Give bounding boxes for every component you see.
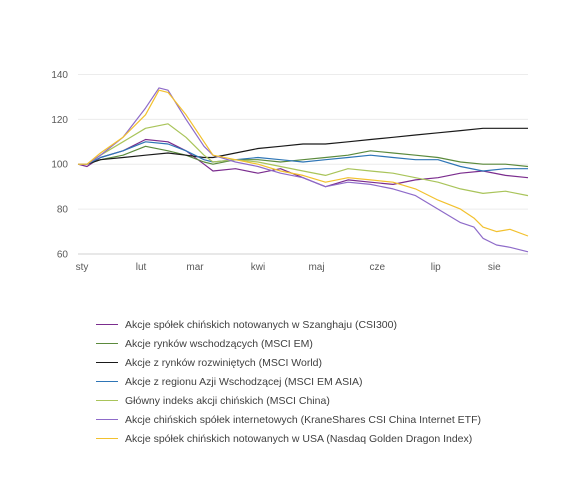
gridlines xyxy=(78,73,528,255)
legend-item: Akcje spółek chińskich notowanych w Szan… xyxy=(96,315,481,334)
legend-label: Akcje z regionu Azji Wschodzącej (MSCI E… xyxy=(125,375,363,388)
x-tick-label: maj xyxy=(308,262,324,273)
legend-item: Akcje spółek chińskich notowanych w USA … xyxy=(96,429,481,448)
legend-swatch xyxy=(96,362,118,363)
line-chart: 60 80 100 120 140 sty lut mar kwi maj cze lip sie xyxy=(51,70,529,273)
legend-label: Akcje spółek chińskich notowanych w USA … xyxy=(125,432,473,445)
legend-item: Akcje z rynków rozwiniętych (MSCI World) xyxy=(96,353,481,372)
legend-label: Główny indeks akcji chińskich (MSCI Chin… xyxy=(125,394,330,407)
y-tick-label: 100 xyxy=(51,160,68,171)
legend-label: Akcje z rynków rozwiniętych (MSCI World) xyxy=(125,356,323,369)
series-lines xyxy=(77,87,529,253)
legend-item: Akcje rynków wschodzących (MSCI EM) xyxy=(96,334,481,353)
x-tick-label: lip xyxy=(431,262,441,273)
y-axis-ticks: 60 80 100 120 140 xyxy=(51,70,68,261)
series-line-1 xyxy=(78,145,529,168)
x-axis-ticks: sty lut mar kwi maj cze lip sie xyxy=(76,262,501,273)
x-tick-label: mar xyxy=(186,262,204,273)
legend-label: Akcje rynków wschodzących (MSCI EM) xyxy=(125,337,313,350)
legend-label: Akcje spółek chińskich notowanych w Szan… xyxy=(125,318,397,331)
legend-swatch xyxy=(96,343,118,344)
x-tick-label: sie xyxy=(488,262,501,273)
series-line-6 xyxy=(78,89,529,237)
series-line-2 xyxy=(78,127,528,165)
legend-swatch xyxy=(96,381,118,382)
legend-item: Akcje chińskich spółek internetowych (Kr… xyxy=(96,410,481,429)
x-tick-label: sty xyxy=(76,262,89,273)
series-line-3 xyxy=(78,141,528,172)
series-line-5 xyxy=(78,87,529,253)
legend-swatch xyxy=(96,400,118,401)
legend-swatch xyxy=(96,419,118,420)
y-tick-label: 140 xyxy=(51,70,68,81)
legend-swatch xyxy=(96,438,118,439)
chart-legend: Akcje spółek chińskich notowanych w Szan… xyxy=(96,315,481,448)
legend-item: Akcje z regionu Azji Wschodzącej (MSCI E… xyxy=(96,372,481,391)
series-line-0 xyxy=(77,138,529,188)
x-tick-label: lut xyxy=(136,262,147,273)
legend-item: Główny indeks akcji chińskich (MSCI Chin… xyxy=(96,391,481,410)
legend-swatch xyxy=(96,324,118,325)
y-tick-label: 80 xyxy=(57,205,69,216)
legend-label: Akcje chińskich spółek internetowych (Kr… xyxy=(125,413,481,426)
series-line-4 xyxy=(78,123,529,197)
y-tick-label: 120 xyxy=(51,115,68,126)
y-tick-label: 60 xyxy=(57,250,69,261)
x-tick-label: kwi xyxy=(251,262,265,273)
x-tick-label: cze xyxy=(369,262,385,273)
